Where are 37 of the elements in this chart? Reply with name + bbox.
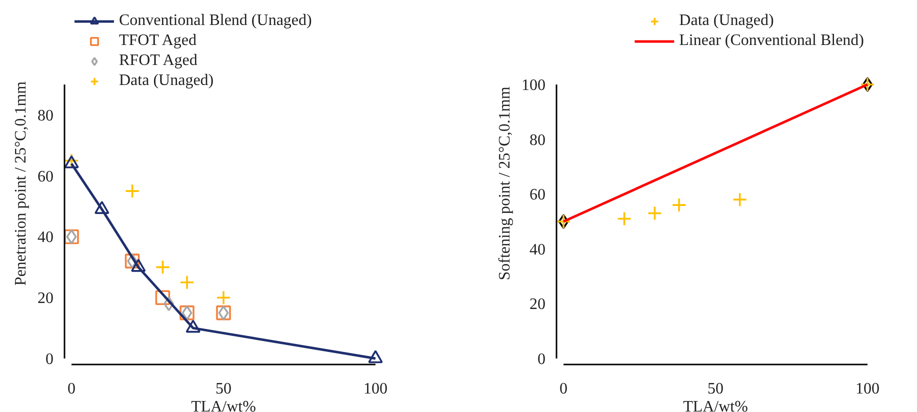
y-tick-label: 0 — [538, 351, 546, 368]
point — [180, 274, 194, 290]
legend-label: Data (Unaged) — [679, 12, 774, 30]
y-tick-label: 60 — [38, 168, 54, 186]
legend-label: Conventional Blend (Unaged) — [119, 12, 312, 30]
y-tick-label: 80 — [530, 132, 546, 149]
y-tick-label: 100 — [522, 77, 546, 94]
x-tick-label: 100 — [364, 380, 388, 398]
x-tick-label: 50 — [216, 380, 232, 398]
x-tick-label: 0 — [560, 380, 568, 398]
point — [216, 290, 231, 306]
point — [647, 206, 662, 221]
x-tick-label: 100 — [856, 380, 880, 398]
point — [616, 211, 632, 226]
y-tick-label: 20 — [530, 296, 546, 314]
y-tick-label: 40 — [530, 241, 546, 258]
y-tick-label: 80 — [38, 107, 54, 124]
point — [732, 192, 748, 207]
y-tick-label: 20 — [38, 290, 54, 308]
legend-label: TFOT Aged — [119, 32, 196, 50]
y-axis-title: Softening point / 25°C,0.1mm — [496, 86, 514, 280]
x-axis-title: TLA/wt% — [683, 398, 748, 412]
x-axis-title: TLA/wt% — [191, 398, 256, 412]
point — [164, 296, 174, 312]
point — [124, 184, 140, 198]
point — [672, 198, 686, 212]
x-tick-label: 0 — [68, 380, 76, 398]
point — [155, 290, 170, 306]
legend-label: Linear (Conventional Blend) — [679, 32, 864, 50]
y-axis-title: Penetration point / 25°C,0.1mm — [12, 80, 30, 286]
y-tick-label: 60 — [530, 186, 546, 204]
point — [155, 260, 170, 275]
x-tick-label: 50 — [708, 380, 724, 398]
legend-label: RFOT Aged — [119, 52, 198, 70]
y-tick-label: 0 — [46, 351, 54, 368]
legend-label: Data (Unaged) — [119, 72, 214, 90]
y-tick-label: 40 — [38, 229, 54, 246]
